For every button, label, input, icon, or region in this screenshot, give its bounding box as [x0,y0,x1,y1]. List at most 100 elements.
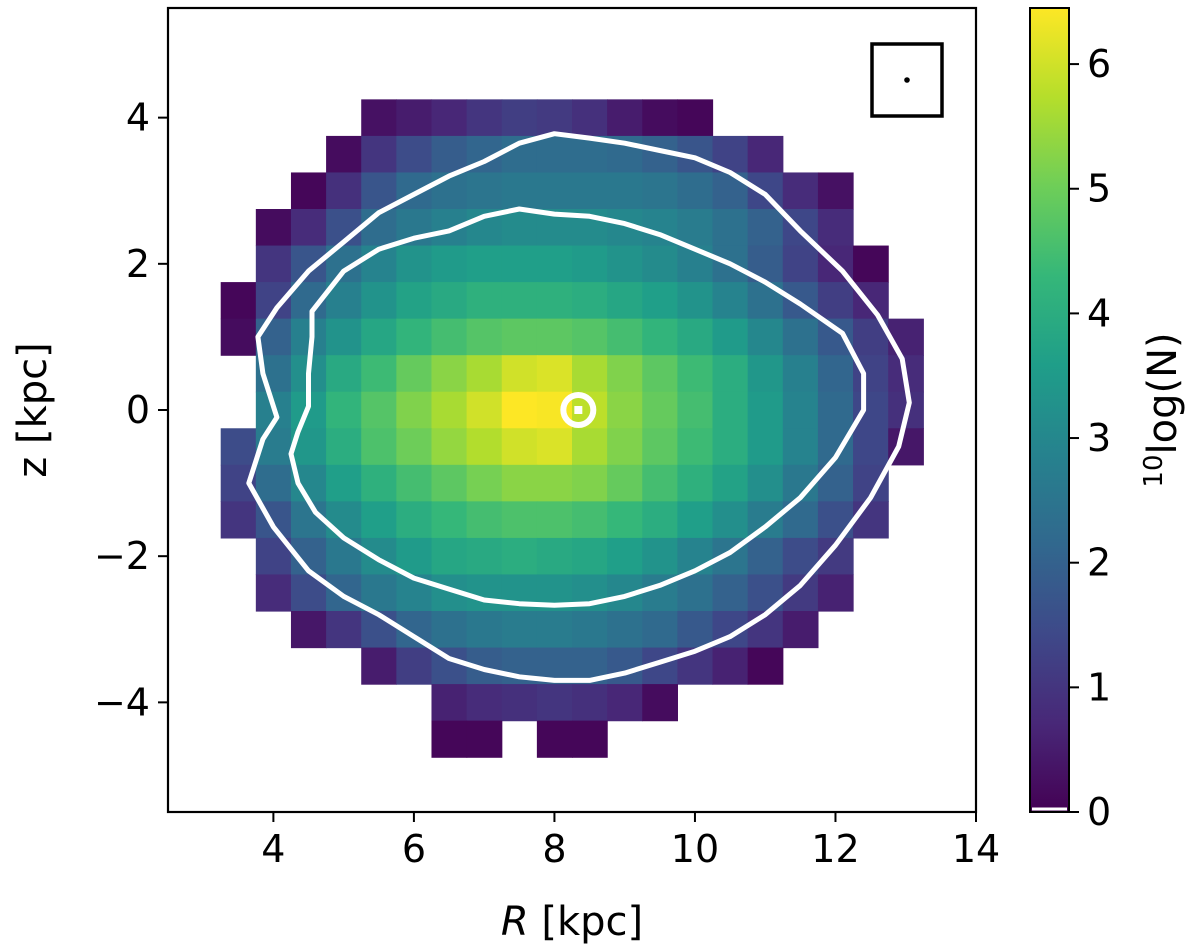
colorbar-tick-label: 0 [1087,790,1111,834]
heatmap-cell [607,99,643,137]
heatmap-cell [396,135,433,174]
heatmap-cell [572,684,608,722]
heatmap-cell [361,464,397,502]
heatmap-cell [677,172,714,210]
heatmap-cell [501,611,538,649]
heatmap-cell [326,574,362,612]
heatmap-cell [607,501,643,539]
heatmap-cell [466,537,503,576]
heatmap-cell [677,428,714,466]
heatmap-cell [712,209,749,247]
heatmap-cell [431,464,468,502]
heatmap-cell [747,647,784,685]
heatmap-cell [817,501,854,539]
heatmap-cell [431,428,468,466]
heatmap-cell [326,428,362,466]
heatmap-cell [536,537,573,576]
colorbar-tick-label: 6 [1087,42,1111,86]
heatmap-cell [536,282,573,320]
heatmap-cell [361,135,397,174]
x-tick-label: 8 [542,827,566,871]
heatmap-cell [782,611,819,649]
heatmap-cell [466,172,503,210]
heatmap-cell [572,537,608,576]
colorbar-gradient [1029,7,1070,813]
heatmap-cell [501,209,538,247]
heatmap-cell [677,209,714,247]
heatmap-cell [536,318,573,356]
x-axis: 4 6 8 10 12 14 [261,812,1000,871]
heatmap-cell [431,245,468,283]
x-tick-label: 14 [952,827,1000,871]
heatmap-cell [747,172,784,210]
heatmap-cell [747,464,784,502]
heatmap-cell [642,537,678,576]
colorbar-tick-label: 3 [1087,416,1111,460]
heatmap-cell [396,464,433,502]
heatmap-cell [747,355,784,393]
heatmap-cell [326,611,362,649]
heatmap-cell [361,574,397,612]
heatmap-cell [747,318,784,356]
heatmap-cell [220,428,257,466]
heatmap-cell [501,245,538,283]
heatmap-cell [501,355,538,393]
heatmap-cell [536,611,573,649]
heatmap-cell [501,172,538,210]
x-tick-label: 4 [261,827,285,871]
heatmap-cell [642,318,678,356]
heatmap-cell [501,99,538,137]
colorbar-tick-label: 1 [1087,665,1111,709]
heatmap-cell [431,282,468,320]
heatmap-cell [888,318,924,356]
heatmap-cell [466,391,503,429]
heatmap-cell [712,428,749,466]
colorbar: 0 1 2 3 4 5 6 10log(N) [1029,7,1186,834]
heatmap-cell [501,501,538,539]
heatmap-cell [572,464,608,502]
x-tick-label: 6 [402,827,426,871]
heatmap-cell [466,684,503,722]
heatmap-cell [677,282,714,320]
heatmap-cell [747,428,784,466]
heatmap-cell [431,318,468,356]
heatmap-cell [817,282,854,320]
heatmap-cell [431,684,468,722]
heatmap-cell [255,245,292,283]
heatmap-cell [220,501,257,539]
heatmap-cell [536,355,573,393]
heatmap-cell [677,611,714,649]
heatmap-cell [466,611,503,649]
heatmap-cell [572,245,608,283]
heatmap-cell [782,172,819,210]
heatmap-cell [817,172,854,210]
heatmap-cell [677,574,714,612]
heatmap-cell [642,391,678,429]
heatmap-cell [466,355,503,393]
heatmap-cell [642,172,678,210]
heatmap-cell [501,428,538,466]
heatmap-cell [431,99,468,137]
heatmap-cell [536,501,573,539]
heatmap-cell [712,355,749,393]
heatmap-cell [572,720,608,758]
heatmap-cell [782,391,819,429]
heatmap-cell [326,391,362,429]
heatmap-cell [536,464,573,502]
heatmap-cell [361,647,397,685]
heatmap-cell [466,99,503,137]
heatmap-cell [255,209,292,247]
heatmap-cell [782,355,819,393]
heatmap-cell [607,355,643,393]
contour-outer [246,131,912,683]
x-tick-label: 10 [671,827,719,871]
heatmap-cell [747,135,784,174]
heatmap-cell [853,428,889,466]
heatmap-cell [642,684,678,722]
heatmap-cell [466,501,503,539]
heatmap-cell [326,464,362,502]
heatmap-cell [326,135,362,174]
heatmap-cell [466,282,503,320]
heatmap-cell [747,537,784,576]
